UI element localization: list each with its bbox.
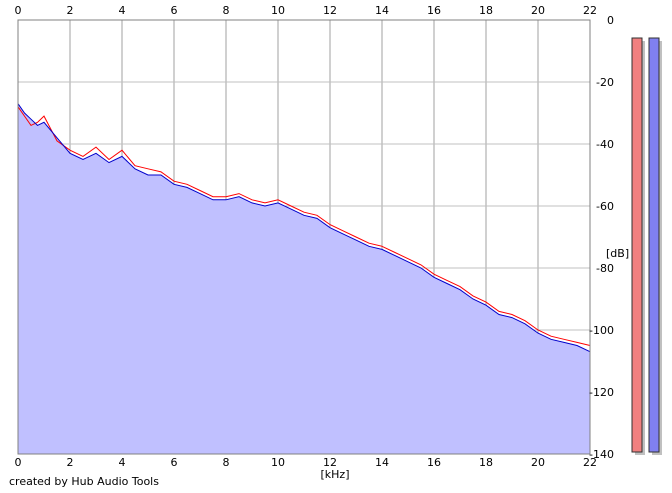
level-meter-left: [631, 37, 643, 453]
spectrum-area: [18, 103, 590, 454]
credit-text: created by Hub Audio Tools: [9, 475, 159, 488]
x-tick-label-top: 12: [323, 4, 337, 17]
x-tick-label-bottom: 6: [171, 456, 178, 469]
y-tick-label: -20: [596, 76, 614, 89]
plot-frame: [17, 19, 591, 455]
x-tick-label-bottom: 2: [67, 456, 74, 469]
y-tick-label: -100: [589, 324, 614, 337]
x-tick-label-top: 18: [479, 4, 493, 17]
y-tick-label: -60: [596, 200, 614, 213]
x-tick-label-bottom: 12: [323, 456, 337, 469]
y-tick-labels: 0 -20 -40 -60 -80 -100 -120 -140: [589, 14, 614, 461]
level-meters: [631, 37, 662, 455]
x-tick-label-top: 2: [67, 4, 74, 17]
x-tick-label-bottom: 4: [119, 456, 126, 469]
y-tick-label: -140: [589, 448, 614, 461]
x-tick-label-bottom: 22: [583, 456, 597, 469]
x-axis-label: [kHz]: [321, 468, 350, 481]
x-tick-label-top: 22: [583, 4, 597, 17]
y-tick-label: 0: [607, 14, 614, 27]
x-tick-label-bottom: 8: [223, 456, 230, 469]
y-tick-label: -80: [596, 262, 614, 275]
x-tick-label-bottom: 16: [427, 456, 441, 469]
x-tick-label-top: 16: [427, 4, 441, 17]
x-tick-label-top: 10: [271, 4, 285, 17]
y-tick-label: -120: [589, 386, 614, 399]
x-tick-labels-bottom: 0 2 4 6 8 10 12 14 16 18 20 22: [15, 456, 598, 469]
x-tick-label-top: 20: [531, 4, 545, 17]
x-tick-label-top: 8: [223, 4, 230, 17]
x-tick-label-top: 14: [375, 4, 389, 17]
x-tick-label-top: 0: [15, 4, 22, 17]
level-meter-right: [648, 37, 660, 453]
series-line-blue: [17, 103, 591, 353]
spectrum-series: [17, 103, 591, 353]
x-tick-label-bottom: 20: [531, 456, 545, 469]
x-tick-label-top: 6: [171, 4, 178, 17]
x-tick-label-bottom: 0: [15, 456, 22, 469]
x-tick-label-bottom: 18: [479, 456, 493, 469]
x-tick-label-top: 4: [119, 4, 126, 17]
x-tick-label-bottom: 14: [375, 456, 389, 469]
series-line-red: [17, 106, 591, 346]
spectrum-fill-area: [18, 103, 590, 454]
y-tick-label: -40: [596, 138, 614, 151]
x-tick-label-bottom: 10: [271, 456, 285, 469]
y-axis-label: [dB]: [606, 247, 629, 260]
x-tick-labels-top: 0 2 4 6 8 10 12 14 16 18 20 22: [15, 4, 598, 17]
